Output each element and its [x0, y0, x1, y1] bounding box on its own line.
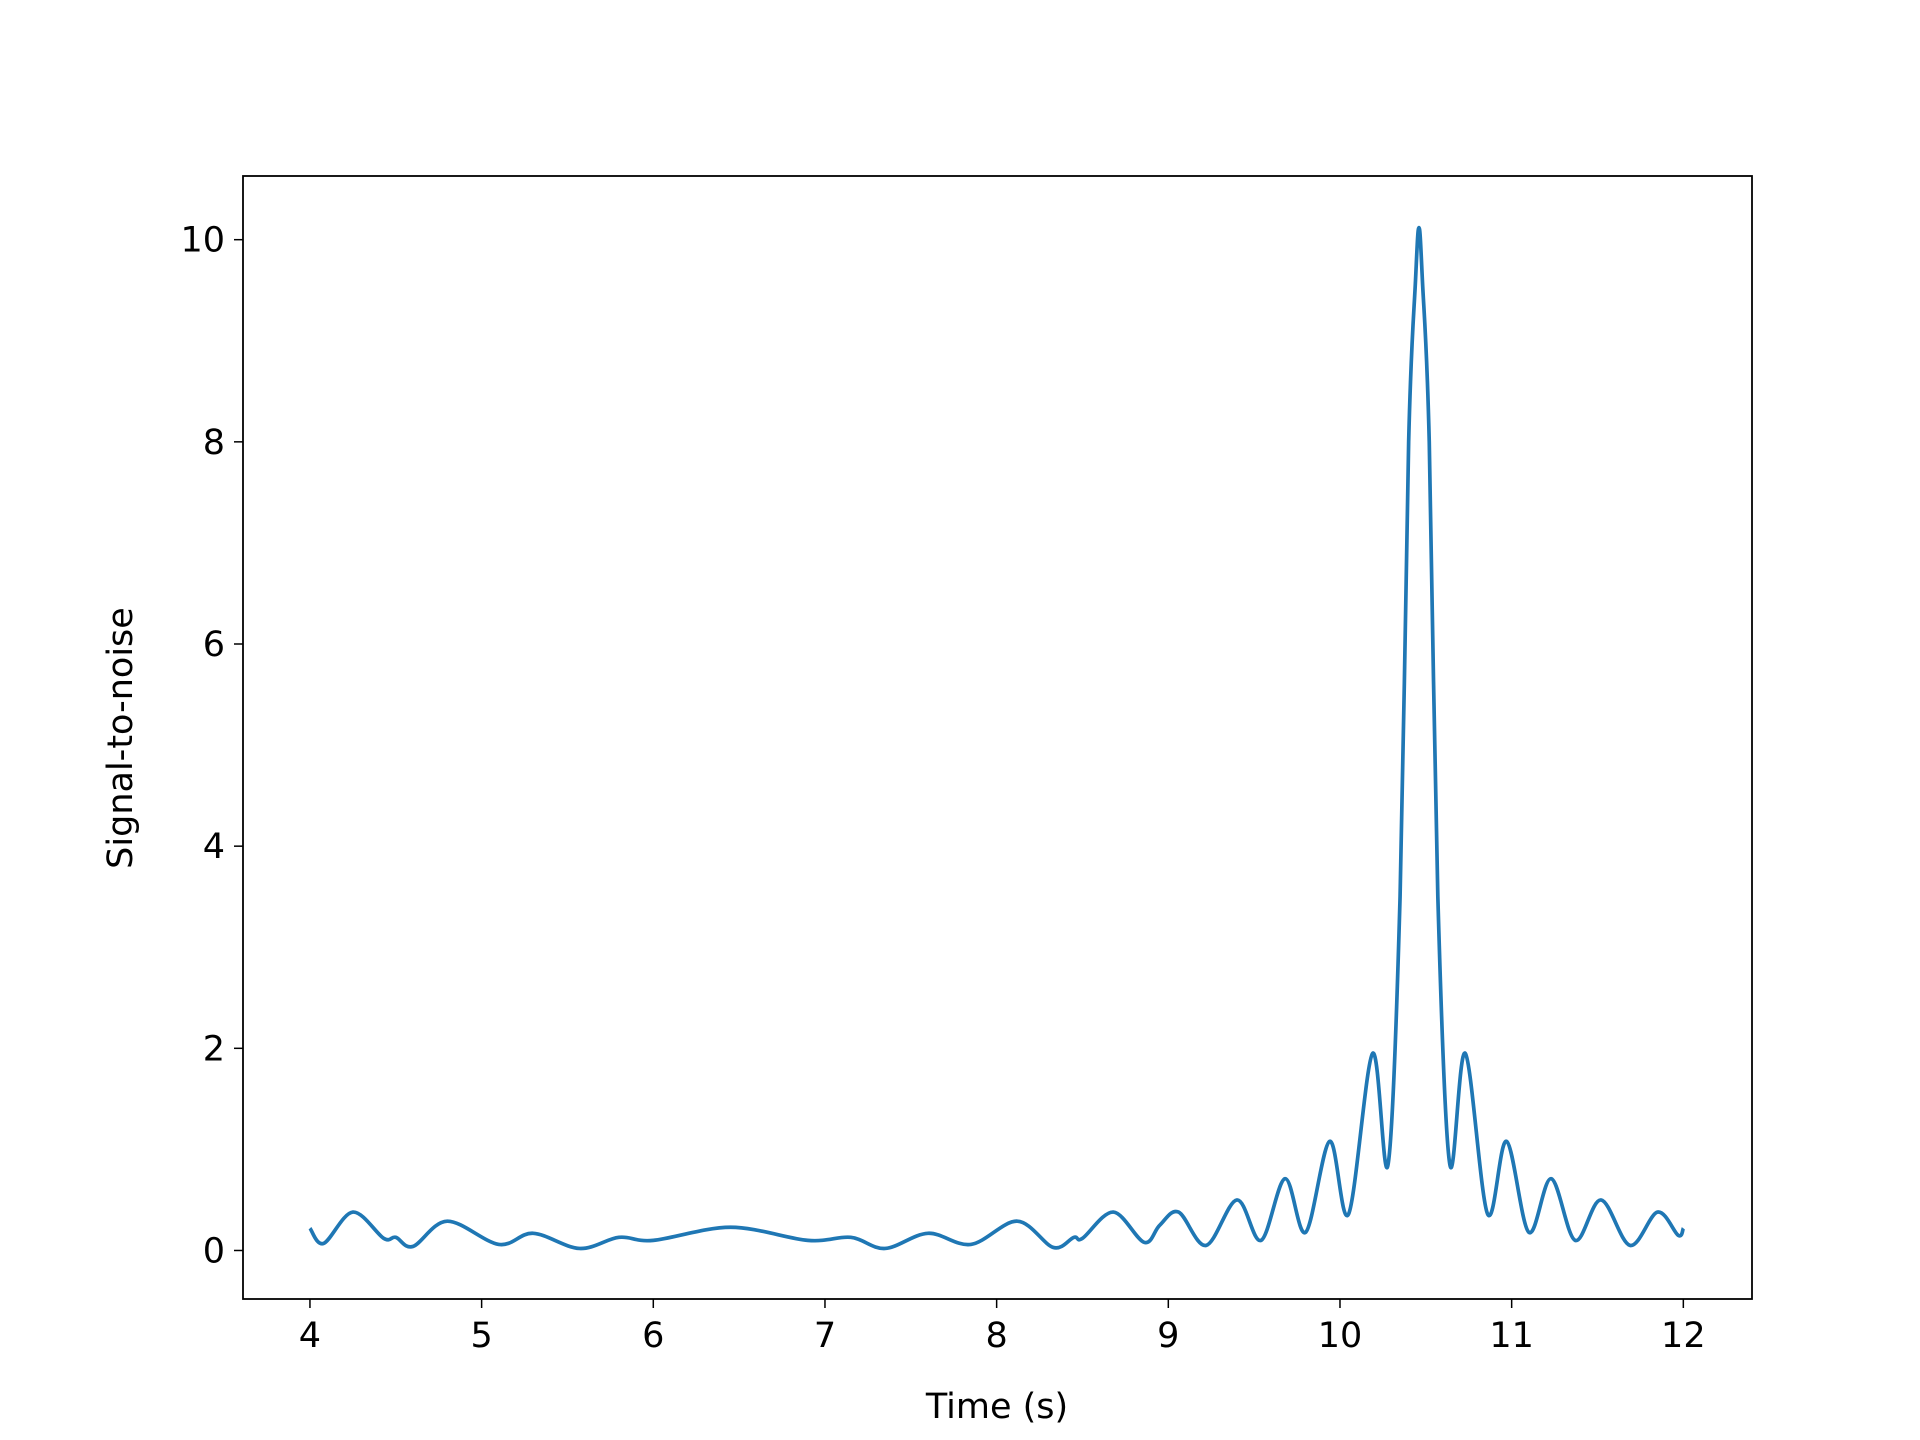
x-tick-label: 11: [1489, 1316, 1534, 1356]
plot-frame: [242, 175, 1753, 1300]
x-tick-label: 6: [642, 1316, 664, 1356]
x-tick-label: 9: [1157, 1316, 1179, 1356]
x-tick-label: 10: [1318, 1316, 1363, 1356]
y-tick-label: 4: [203, 827, 225, 867]
x-tick-label: 5: [470, 1316, 492, 1356]
x-tick-label: 12: [1661, 1316, 1706, 1356]
line-series: [308, 225, 1686, 1251]
x-tick-label: 8: [986, 1316, 1008, 1356]
y-tick-label: 10: [180, 221, 225, 261]
y-axis-label: Signal-to-noise: [101, 607, 141, 869]
x-tick-label: 4: [299, 1316, 321, 1356]
y-tick-label: 2: [203, 1029, 225, 1069]
x-axis-label: Time (s): [925, 1387, 1068, 1427]
y-tick-label: 8: [203, 423, 225, 463]
y-tick-label: 0: [203, 1231, 225, 1271]
x-tick-label: 7: [814, 1316, 836, 1356]
y-tick-label: 6: [203, 625, 225, 665]
